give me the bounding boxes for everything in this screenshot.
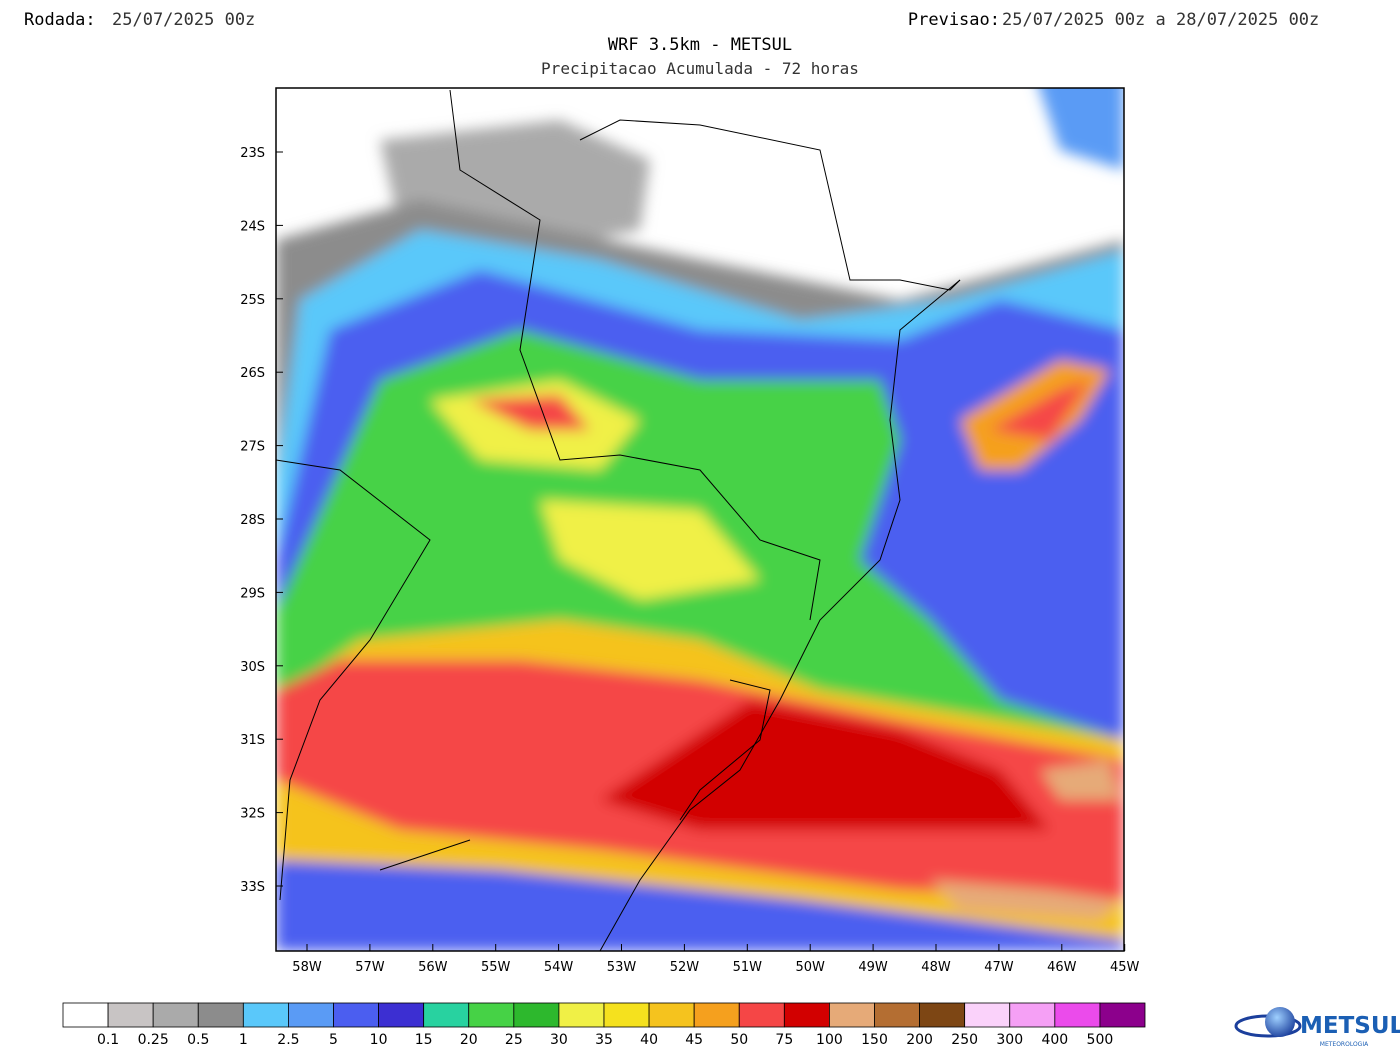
colorbar-swatch xyxy=(1009,1002,1056,1028)
colorbar-swatch xyxy=(648,1002,695,1028)
lon-label: 57W xyxy=(355,960,385,975)
colorbar-swatch xyxy=(333,1002,379,1028)
colorbar-swatch xyxy=(107,1002,154,1028)
colorbar-label: 75 xyxy=(775,1032,793,1048)
lat-label: 31S xyxy=(240,733,265,748)
logo-tagline: METEOROLOGIA xyxy=(1320,1041,1369,1048)
lon-label: 54W xyxy=(544,960,574,975)
colorbar-label: 1 xyxy=(239,1032,248,1048)
title: WRF 3.5km - METSUL xyxy=(608,35,792,55)
lat-label: 26S xyxy=(240,366,265,381)
lat-label: 23S xyxy=(240,146,265,161)
colorbar-swatch xyxy=(513,1002,560,1028)
colorbar-swatch xyxy=(242,1002,289,1028)
colorbar-label: 50 xyxy=(730,1032,748,1048)
forecast-value: 25/07/2025 00z a 28/07/2025 00z xyxy=(1002,10,1319,30)
colorbar-swatch xyxy=(152,1002,199,1028)
lon-label: 47W xyxy=(984,960,1014,975)
colorbar-swatch xyxy=(288,1002,334,1028)
subtitle: Precipitacao Acumulada - 72 horas xyxy=(541,59,859,78)
colorbar-label: 25 xyxy=(505,1032,523,1048)
colorbar-label: 400 xyxy=(1041,1032,1068,1048)
lon-label: 46W xyxy=(1047,960,1077,975)
colorbar-swatch xyxy=(829,1002,875,1028)
lon-label: 50W xyxy=(795,960,825,975)
lat-label: 24S xyxy=(240,219,265,234)
colorbar-label: 5 xyxy=(329,1032,338,1048)
colorbar-swatch xyxy=(1099,1002,1146,1028)
lat-label: 28S xyxy=(240,513,265,528)
lat-label: 29S xyxy=(240,586,265,601)
lat-label: 33S xyxy=(240,880,265,895)
colorbar-label: 250 xyxy=(951,1032,978,1048)
logo-name: METSUL xyxy=(1300,1013,1400,1039)
colorbar-label: 200 xyxy=(906,1032,933,1048)
colorbar-swatch xyxy=(197,1002,244,1028)
lon-label: 45W xyxy=(1110,960,1140,975)
lon-label: 55W xyxy=(481,960,511,975)
colorbar-label: 35 xyxy=(595,1032,613,1048)
forecast-label: Previsao: xyxy=(908,10,1000,30)
colorbar-swatch xyxy=(423,1002,470,1028)
colorbar-swatch xyxy=(603,1002,650,1028)
colorbar-label: 45 xyxy=(685,1032,703,1048)
lat-label: 32S xyxy=(240,807,265,822)
colorbar-swatch xyxy=(738,1002,785,1028)
lat-label: 30S xyxy=(240,660,265,675)
colorbar-label: 20 xyxy=(460,1032,478,1048)
colorbar-label: 0.1 xyxy=(97,1032,119,1048)
colorbar-label: 40 xyxy=(640,1032,658,1048)
lon-label: 58W xyxy=(292,960,322,975)
colorbar-label: 15 xyxy=(415,1032,433,1048)
colorbar-swatch xyxy=(783,1002,830,1028)
lon-label: 48W xyxy=(921,960,951,975)
colorbar-label: 0.5 xyxy=(187,1032,209,1048)
colorbar-label: 2.5 xyxy=(277,1032,299,1048)
colorbar-label: 10 xyxy=(370,1032,388,1048)
colorbar-label: 300 xyxy=(996,1032,1023,1048)
lat-label: 27S xyxy=(240,440,265,455)
run-value: 25/07/2025 00z xyxy=(112,10,255,30)
lon-label: 53W xyxy=(607,960,637,975)
colorbar-swatch xyxy=(62,1002,109,1028)
colorbar-label: 500 xyxy=(1087,1032,1114,1048)
lon-label: 51W xyxy=(733,960,763,975)
colorbar-swatch xyxy=(558,1002,605,1028)
logo: METSUL METEOROLOGIA xyxy=(1234,1007,1400,1048)
colorbar-swatch xyxy=(919,1002,966,1028)
lon-label: 49W xyxy=(858,960,888,975)
colorbar-swatch xyxy=(1054,1002,1101,1028)
run-label: Rodada: xyxy=(24,10,96,30)
colorbar-swatch xyxy=(874,1002,920,1028)
colorbar-label: 150 xyxy=(861,1032,888,1048)
colorbar-label: 100 xyxy=(816,1032,843,1048)
colorbar-swatch xyxy=(378,1002,425,1028)
lat-label: 25S xyxy=(240,293,265,308)
colorbar-swatch xyxy=(468,1002,515,1028)
colorbar-label: 30 xyxy=(550,1032,568,1048)
precip-field xyxy=(276,88,1124,951)
colorbar-label: 0.25 xyxy=(138,1032,169,1048)
lon-label: 56W xyxy=(418,960,448,975)
colorbar-swatch xyxy=(964,1002,1011,1028)
colorbar-swatch xyxy=(693,1002,740,1028)
lon-label: 52W xyxy=(670,960,700,975)
